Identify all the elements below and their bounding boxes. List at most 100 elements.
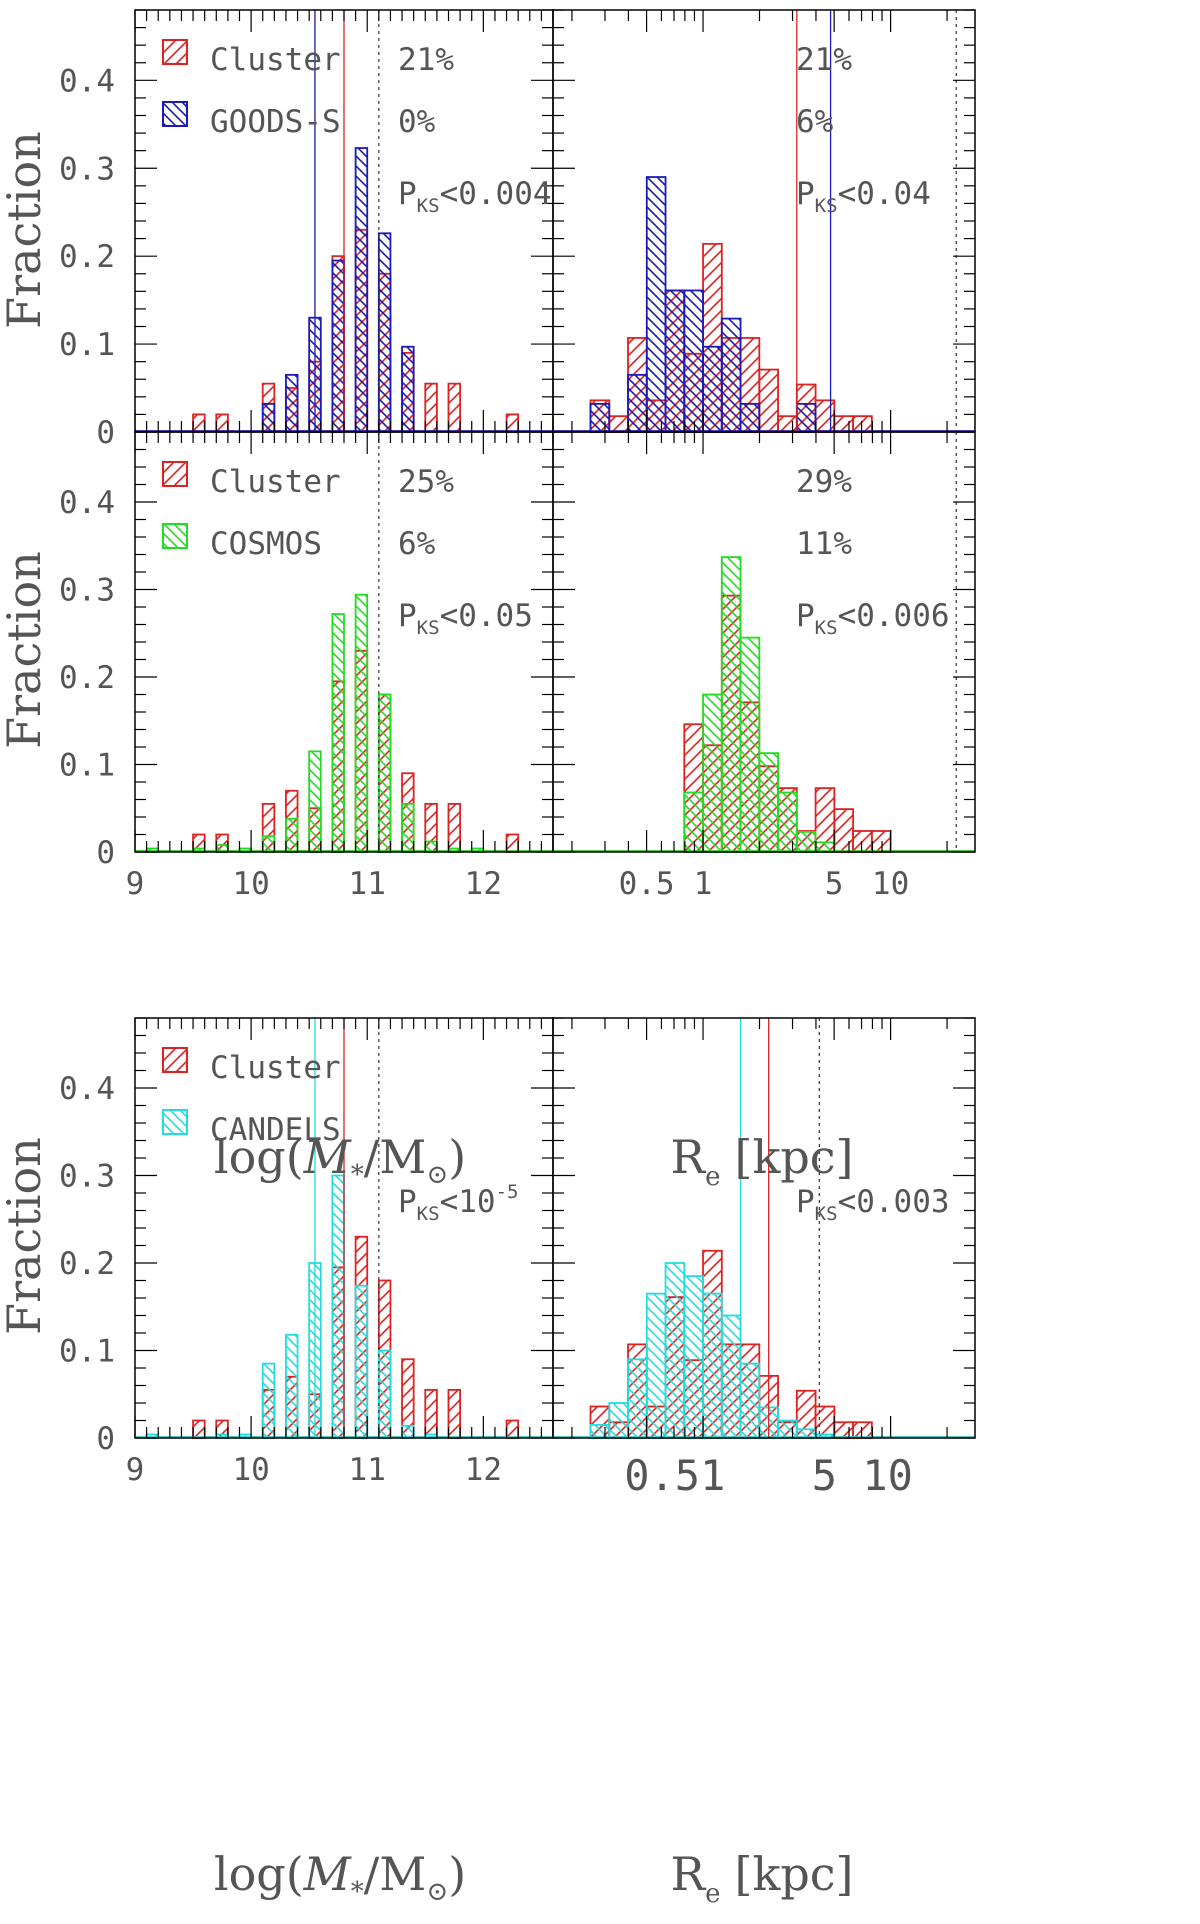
mid-mass-y-tick-label: 0.2 [59, 660, 115, 696]
mid-size-xlabel: Re [kpc] [670, 1130, 853, 1192]
bottom-size-bar-candels [739, 1362, 761, 1439]
top-size-bar-goods-s [589, 402, 611, 433]
top-mass-bar-cluster [505, 413, 520, 433]
bottom-mass-bar-candels [285, 1333, 299, 1439]
mid-mass-y-tick-label: 0.1 [59, 748, 115, 784]
mid-size-bar-cosmos [720, 556, 742, 853]
top-mass-pct-cluster: 21% [398, 42, 454, 78]
bottom-mass-y-tick-label: 0 [96, 1421, 115, 1457]
mid-mass-y-tick-label: 0 [96, 835, 115, 871]
mid-mass-bar-cosmos [331, 613, 345, 853]
pks-p: P [796, 176, 815, 212]
top-size-bar-cluster [758, 368, 779, 433]
mid-size-pct-cluster: 29% [796, 464, 852, 500]
legend-label-candels: CANDELS [210, 1112, 341, 1148]
bottom-mass-bar-candels [331, 1174, 345, 1439]
panel-bottom-size: 0.51 5 10 [552, 1017, 976, 1500]
bottom-size-bar-candels [608, 1402, 629, 1439]
legend-label-cosmos: COSMOS [210, 526, 322, 562]
top-mass-pct-goods-s: 0% [398, 104, 436, 140]
pks-sub: KS [815, 1203, 838, 1225]
mid-size-bar-cosmos [683, 791, 704, 853]
bottom-size-bar-candels [589, 1423, 611, 1439]
top-size-bar-goods-s [627, 373, 648, 433]
bottom-size-x-tick-label: 0.51 [624, 1451, 725, 1500]
top-mass-bar-goods-s [377, 232, 392, 433]
top-mass-legend: Cluster GOODS-S [162, 39, 341, 140]
mid-mass-pks: PKS<0.05 [398, 598, 533, 639]
panel-mid-size: 0.5 1 5 10 [552, 431, 976, 902]
legend-label-cluster: Cluster [210, 1050, 341, 1086]
mid-mass-x-tick-label: 9 [126, 866, 145, 902]
pks-value: <0.04 [838, 176, 931, 212]
bottom-size-pks: PKS<0.003 [796, 1184, 950, 1225]
pks-value: <0.05 [440, 598, 533, 634]
legend-label-goods-s: GOODS-S [210, 104, 341, 140]
bottom-mass-bar-candels [377, 1349, 392, 1439]
mid-mass-xlabel: log(M*/M⊙) [214, 1130, 466, 1190]
mid-mass-bar-cosmos [285, 817, 299, 853]
bottom-size-bar-cluster [852, 1421, 873, 1439]
top-size-pct-goods-s: 6% [796, 104, 834, 140]
bottom-size-bar-candels [627, 1358, 648, 1439]
panel-top-size [552, 9, 976, 433]
y-axis-label-top: Fraction [0, 131, 51, 329]
bottom-mass-bar-candels [354, 1284, 369, 1439]
mid-mass-x-tick-label: 12 [465, 866, 502, 902]
bottom-mass-pks: PKS<10-5 [398, 1181, 518, 1225]
top-mass-y-tick-label: 0.3 [59, 151, 115, 187]
top-size-bar-cluster [814, 399, 836, 433]
top-mass-y-tick-label: 0.1 [59, 327, 115, 363]
y-axis-label-bottom: Fraction [0, 1137, 51, 1335]
legend-swatch-cluster [162, 1047, 188, 1073]
legend-swatch-cluster [162, 461, 188, 487]
mid-mass-x-tick-label: 10 [232, 866, 269, 902]
bottom-size-bar-cluster [833, 1421, 854, 1439]
mid-size-bar-cosmos [702, 693, 723, 853]
bottom-size-bar-cluster [814, 1405, 836, 1439]
top-mass-bar-cluster [192, 413, 206, 433]
pks-sub: KS [417, 195, 440, 217]
bottom-size-bar-candels [664, 1262, 686, 1439]
mid-size-pct-cosmos: 11% [796, 526, 852, 562]
mid-size-bar-cosmos [739, 636, 761, 853]
top-size-bar-goods-s [702, 345, 723, 433]
bottom-mass-x-tick-label: 12 [465, 1452, 502, 1488]
mid-size-bar-cosmos [777, 791, 798, 853]
bottom-size-bar-candels [702, 1292, 723, 1439]
pks-p: P [796, 598, 815, 634]
mid-size-bar-cosmos [795, 830, 817, 853]
pks-p: P [796, 1184, 815, 1220]
pks-value: <10 [440, 1184, 496, 1220]
pks-p: P [398, 598, 417, 634]
bottom-size-ticks [553, 1017, 975, 1439]
mid-size-bar-cluster [870, 830, 892, 853]
top-size-bar-goods-s [739, 402, 761, 433]
top-mass-bar-goods-s [354, 147, 369, 433]
pks-exponent: -5 [496, 1181, 519, 1203]
mid-size-bar-cosmos [758, 752, 779, 853]
bottom-mass-bar-cluster [424, 1388, 438, 1439]
top-mass-bar-goods-s [285, 373, 299, 433]
bottom-size-bar-candels [720, 1314, 742, 1439]
pks-value: <0.003 [838, 1184, 950, 1220]
pks-p: P [398, 176, 417, 212]
pks-sub: KS [815, 195, 838, 217]
bottom-mass-y-tick-label: 0.3 [59, 1159, 115, 1195]
top-mass-bar-cluster [215, 413, 229, 433]
top-mass-y-tick-label: 0.2 [59, 239, 115, 275]
mid-size-bar-cluster [833, 808, 854, 853]
top-mass-bar-cluster [447, 382, 462, 433]
bottom-mass-bar-cluster [447, 1388, 462, 1439]
mid-size-pks: PKS<0.006 [796, 598, 950, 639]
pks-sub: KS [417, 1203, 440, 1225]
legend-label-cluster: Cluster [210, 42, 341, 78]
top-size-bar-goods-s [645, 176, 667, 433]
top-mass-bar-goods-s [331, 259, 345, 433]
top-size-pct-cluster: 21% [796, 42, 852, 78]
bottom-size-x-tick-label: 5 10 [812, 1451, 913, 1500]
bottom-size-xlabel: Re [kpc] [670, 1847, 853, 1909]
top-size-bar-cluster [777, 415, 798, 433]
top-size-series-cluster [553, 242, 975, 433]
bottom-mass-bar-cluster [192, 1419, 206, 1439]
